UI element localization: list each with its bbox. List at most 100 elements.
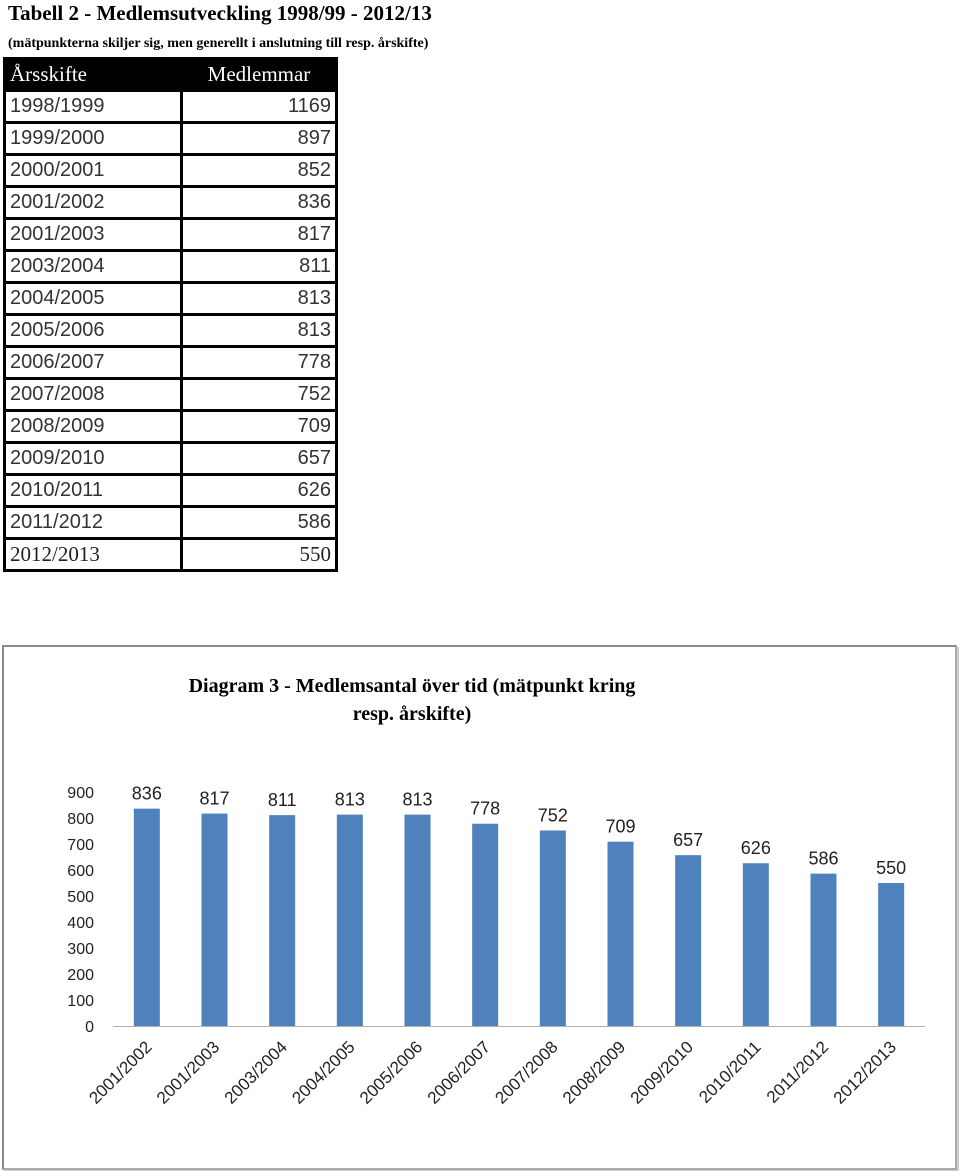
year-cell: 2008/2009	[4, 410, 183, 444]
table-header-row: Årsskifte Medlemmar	[4, 58, 337, 92]
members-cell: 813	[181, 282, 337, 316]
table-row: 1999/2000 897	[4, 122, 337, 156]
data-label: 836	[132, 784, 162, 804]
members-cell: 852	[181, 154, 337, 188]
year-cell: 2003/2004	[4, 250, 183, 284]
year-cell: 1998/1999	[4, 90, 183, 124]
data-label: 778	[470, 799, 500, 819]
table-row: 2006/2007 778	[4, 346, 337, 380]
members-cell: 550	[299, 542, 332, 566]
chart-title: resp. årskifte)	[353, 703, 472, 725]
header-arsskifte: Årsskifte	[4, 58, 183, 92]
data-label: 817	[199, 789, 229, 809]
data-label: 813	[335, 790, 365, 810]
y-tick-label: 700	[67, 837, 94, 854]
x-tick-label: 2007/2008	[491, 1037, 561, 1107]
x-tick-label: 2006/2007	[424, 1037, 494, 1107]
x-tick-label: 2001/2003	[153, 1037, 223, 1107]
data-label: 709	[605, 817, 635, 837]
x-tick-label: 2009/2010	[627, 1037, 697, 1107]
table-row: 2003/2004 811	[4, 250, 337, 284]
data-label: 586	[808, 849, 838, 869]
year-cell: 2012/2013	[4, 538, 183, 571]
y-tick-label: 800	[67, 811, 94, 828]
x-tick-label: 2011/2012	[763, 1037, 832, 1106]
table-row: 2011/2012 586	[4, 506, 337, 540]
x-tick-label: 2004/2005	[288, 1037, 358, 1107]
y-tick-label: 400	[67, 915, 94, 932]
members-cell: 778	[181, 346, 337, 380]
table-row: 2001/2003 817	[4, 218, 337, 252]
bar	[404, 814, 431, 1026]
bar	[133, 808, 160, 1026]
table-row: 2009/2010 657	[4, 442, 337, 476]
data-label: 657	[673, 830, 703, 850]
members-cell: 817	[181, 218, 337, 252]
x-tick-label: 2003/2004	[221, 1037, 291, 1107]
y-tick-label: 600	[67, 863, 94, 880]
y-tick-label: 100	[67, 993, 94, 1010]
bar	[810, 873, 837, 1026]
members-cell: 657	[181, 442, 337, 476]
x-tick-label: 2001/2002	[85, 1037, 155, 1107]
year-cell: 2001/2003	[4, 218, 183, 252]
y-tick-label: 300	[67, 941, 94, 958]
data-label: 811	[268, 790, 297, 810]
members-cell: 752	[181, 378, 337, 412]
y-tick-label: 0	[85, 1019, 94, 1036]
table-row: 2004/2005 813	[4, 282, 337, 316]
bar	[539, 830, 566, 1026]
y-tick-label: 200	[67, 967, 94, 984]
table-subtitle: (mätpunkterna skiljer sig, men generellt…	[8, 36, 429, 51]
x-tick-label: 2010/2011	[695, 1037, 764, 1106]
table-title: Tabell 2 - Medlemsutveckling 1998/99 - 2…	[8, 1, 432, 25]
year-cell: 2006/2007	[4, 346, 183, 380]
bar	[201, 813, 228, 1026]
year-cell: 2001/2002	[4, 186, 183, 220]
bar	[607, 841, 634, 1026]
year-cell: 1999/2000	[4, 122, 183, 156]
members-cell: 836	[181, 186, 337, 220]
table-row: 2007/2008 752	[4, 378, 337, 412]
year-cell: 2000/2001	[4, 154, 183, 188]
x-tick-label: 2012/2013	[830, 1037, 900, 1107]
bar	[675, 855, 702, 1026]
bar	[472, 823, 499, 1026]
table-row: 2012/2013 550	[4, 538, 337, 571]
y-tick-label: 500	[67, 889, 94, 906]
bar	[336, 814, 363, 1026]
members-cell: 897	[181, 122, 337, 156]
members-cell: 811	[181, 250, 337, 284]
table-row: 1998/1999 1169	[4, 90, 337, 124]
bar	[742, 863, 769, 1026]
members-cell: 586	[181, 506, 337, 540]
data-label: 752	[538, 805, 568, 825]
members-table: Årsskifte Medlemmar 1998/1999 1169 1999/20…	[3, 57, 338, 572]
year-cell: 2010/2011	[4, 474, 183, 508]
table-row: 2001/2002 836	[4, 186, 337, 220]
y-tick-label: 900	[67, 785, 94, 802]
year-cell: 2007/2008	[4, 378, 183, 412]
x-tick-label: 2008/2009	[559, 1037, 629, 1107]
year-cell: 2009/2010	[4, 442, 183, 476]
members-cell: 1169	[181, 90, 337, 124]
year-cell: 2004/2005	[4, 282, 183, 316]
x-tick-label: 2005/2006	[356, 1037, 426, 1107]
chart-title: Diagram 3 - Medlemsantal över tid (mätpu…	[189, 675, 636, 697]
bar	[269, 815, 296, 1026]
header-medlemmar: Medlemmar	[181, 58, 337, 92]
data-label: 813	[402, 790, 432, 810]
table-row: 2005/2006 813	[4, 314, 337, 348]
members-cell: 709	[181, 410, 337, 444]
table-row: 2010/2011 626	[4, 474, 337, 508]
table-row: 2000/2001 852	[4, 154, 337, 188]
members-cell: 813	[181, 314, 337, 348]
year-cell: 2005/2006	[4, 314, 183, 348]
data-label: 550	[876, 858, 906, 878]
data-label: 626	[741, 838, 771, 858]
bar	[878, 883, 905, 1026]
year-cell: 2011/2012	[4, 506, 183, 540]
table-row: 2008/2009 709	[4, 410, 337, 444]
members-cell: 626	[181, 474, 337, 508]
